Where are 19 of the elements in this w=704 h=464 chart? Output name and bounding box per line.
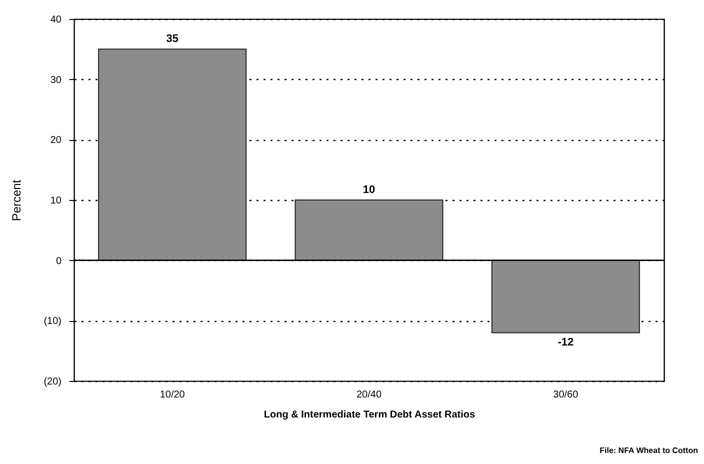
data-label: 35	[166, 33, 178, 46]
data-label: -12	[558, 336, 574, 349]
y-tick-label: 40	[50, 14, 62, 26]
data-label: 10	[362, 184, 376, 196]
text: File: NFA Wheat to Cotton	[600, 446, 698, 455]
y-tick-label: 10	[50, 196, 62, 206]
y-tick-label: 20	[50, 135, 62, 146]
bar	[491, 260, 640, 334]
y-tick-label: 30	[50, 74, 62, 86]
y-tick-label: (20)	[44, 376, 62, 388]
y-tick-label: (10)	[44, 316, 62, 328]
x-axis-title: Long & Intermediate Term Debt Asset Ratios	[264, 410, 476, 420]
bar	[98, 48, 247, 261]
x-tick-label: 30/60	[553, 390, 579, 400]
x-tick-label: 10/20	[160, 390, 186, 400]
bar	[294, 200, 444, 261]
y-tick-label: 0	[56, 256, 62, 267]
x-tick-label: 20/40	[356, 390, 382, 400]
y-axis-title: Percent	[10, 179, 24, 222]
